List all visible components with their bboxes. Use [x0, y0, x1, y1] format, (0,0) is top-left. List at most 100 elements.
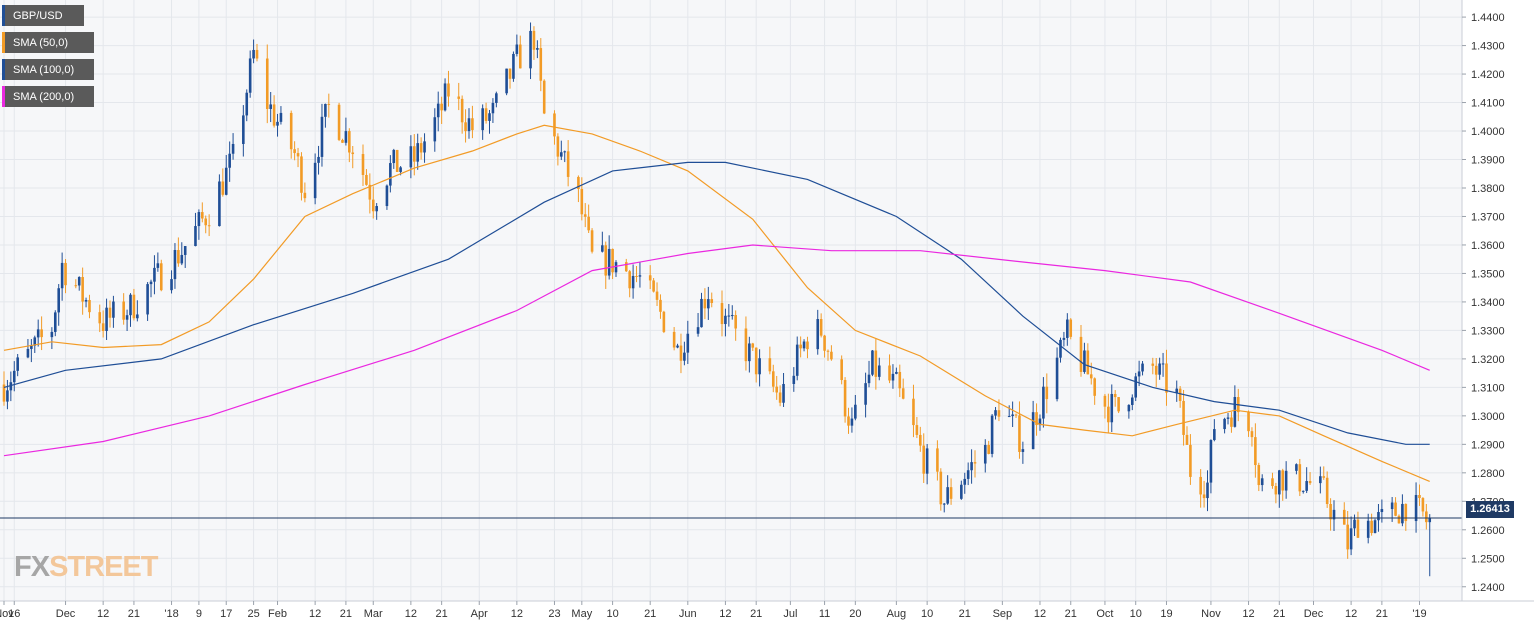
candle-body	[515, 44, 519, 54]
candle-body	[2, 384, 6, 402]
candle-body	[601, 245, 604, 252]
candle-body	[279, 112, 283, 122]
x-tick-label: Sep	[993, 608, 1013, 620]
x-tick-label: 17	[220, 608, 232, 620]
candle-body	[730, 315, 734, 317]
candle-body	[50, 331, 54, 338]
candle-body	[248, 58, 252, 93]
candle-body	[997, 410, 1001, 417]
candle-body	[224, 167, 228, 195]
candle-body	[1332, 509, 1336, 520]
candle-body	[577, 176, 580, 189]
candle-body	[1089, 374, 1093, 379]
legend-swatch	[2, 59, 5, 80]
candle-body	[963, 478, 967, 485]
x-tick-label: 16	[8, 608, 20, 620]
candle-body	[245, 92, 249, 116]
candle-body	[136, 314, 139, 319]
candle-body	[648, 275, 652, 281]
candle-body	[1134, 376, 1138, 398]
x-tick-label: 10	[606, 608, 618, 620]
x-tick-label: Jul	[783, 608, 797, 620]
candle-body	[512, 53, 515, 79]
candle-body	[614, 262, 618, 273]
candle-body	[1397, 515, 1401, 524]
candle-body	[925, 448, 929, 474]
legend-item-gbpusd[interactable]: GBP/USD	[2, 5, 84, 26]
candle-body	[826, 350, 830, 352]
legend-item-sma100[interactable]: SMA (100,0)	[2, 59, 94, 80]
candle-body	[1151, 363, 1155, 366]
candle-body	[672, 331, 676, 348]
candle-body	[864, 383, 867, 405]
candle-body	[1154, 365, 1158, 375]
candle-body	[676, 345, 679, 348]
current-price-tag: 1.26413	[1466, 501, 1514, 518]
y-tick-label: 1.3600	[1471, 240, 1505, 252]
candle-body	[566, 151, 570, 177]
legend-swatch	[2, 32, 5, 53]
candle-body	[98, 312, 102, 324]
candle-body	[416, 143, 420, 162]
candle-body	[351, 152, 355, 155]
legend-item-sma200[interactable]: SMA (200,0)	[2, 86, 94, 107]
candle-body	[433, 117, 437, 142]
candle-layer	[2, 22, 1432, 577]
y-tick-label: 1.4200	[1471, 69, 1505, 81]
candle-body	[180, 254, 184, 264]
candle-body	[1059, 339, 1062, 358]
x-tick-label: 25	[247, 608, 259, 620]
candle-body	[748, 343, 751, 362]
candle-body	[1428, 518, 1432, 523]
candle-body	[1202, 494, 1206, 499]
candle-body	[1161, 363, 1165, 365]
candle-body	[1404, 503, 1408, 522]
candle-body	[1257, 465, 1261, 486]
candle-body	[710, 299, 714, 304]
legend-item-sma50[interactable]: SMA (50,0)	[2, 32, 94, 53]
candle-body	[942, 503, 946, 505]
x-tick-label: 19	[1160, 608, 1172, 620]
candle-body	[655, 291, 659, 300]
candle-body	[560, 152, 563, 157]
candle-body	[628, 271, 631, 289]
candle-body	[611, 248, 614, 273]
candle-body	[638, 275, 642, 277]
x-axis-ticks: Nov16Dec1221'1891725Feb1221Mar1221Apr122…	[0, 601, 1427, 620]
candle-body	[460, 98, 464, 123]
candle-body	[1209, 440, 1213, 483]
candle-body	[228, 153, 231, 168]
logo-street: STREET	[49, 551, 158, 583]
candle-body	[170, 279, 173, 291]
candle-body	[385, 185, 389, 207]
candle-body	[1103, 395, 1107, 407]
candle-body	[556, 136, 560, 157]
candle-body	[74, 285, 78, 287]
candle-body	[313, 162, 317, 199]
x-tick-label: 23	[548, 608, 560, 620]
candle-body	[16, 357, 19, 371]
candle-body	[1366, 520, 1370, 538]
candle-body	[105, 307, 108, 331]
candle-body	[272, 104, 276, 126]
candle-body	[768, 358, 772, 372]
y-tick-label: 1.3000	[1471, 411, 1505, 423]
x-tick-label: Mar	[364, 608, 383, 620]
candle-body	[1107, 406, 1110, 423]
candle-body	[936, 448, 939, 472]
candle-body	[173, 250, 177, 280]
candle-body	[269, 104, 272, 109]
candle-body	[395, 149, 399, 172]
candle-body	[255, 49, 259, 59]
x-tick-label: 12	[97, 608, 109, 620]
x-tick-label: 20	[849, 608, 861, 620]
candle-body	[1130, 397, 1134, 405]
candle-body	[1158, 363, 1161, 375]
candle-body	[218, 181, 221, 227]
candle-body	[33, 337, 37, 346]
y-tick-label: 1.3300	[1471, 325, 1505, 337]
candle-body	[590, 230, 594, 252]
sma-line-1	[3, 124, 1430, 482]
x-tick-label: '18	[164, 608, 178, 620]
